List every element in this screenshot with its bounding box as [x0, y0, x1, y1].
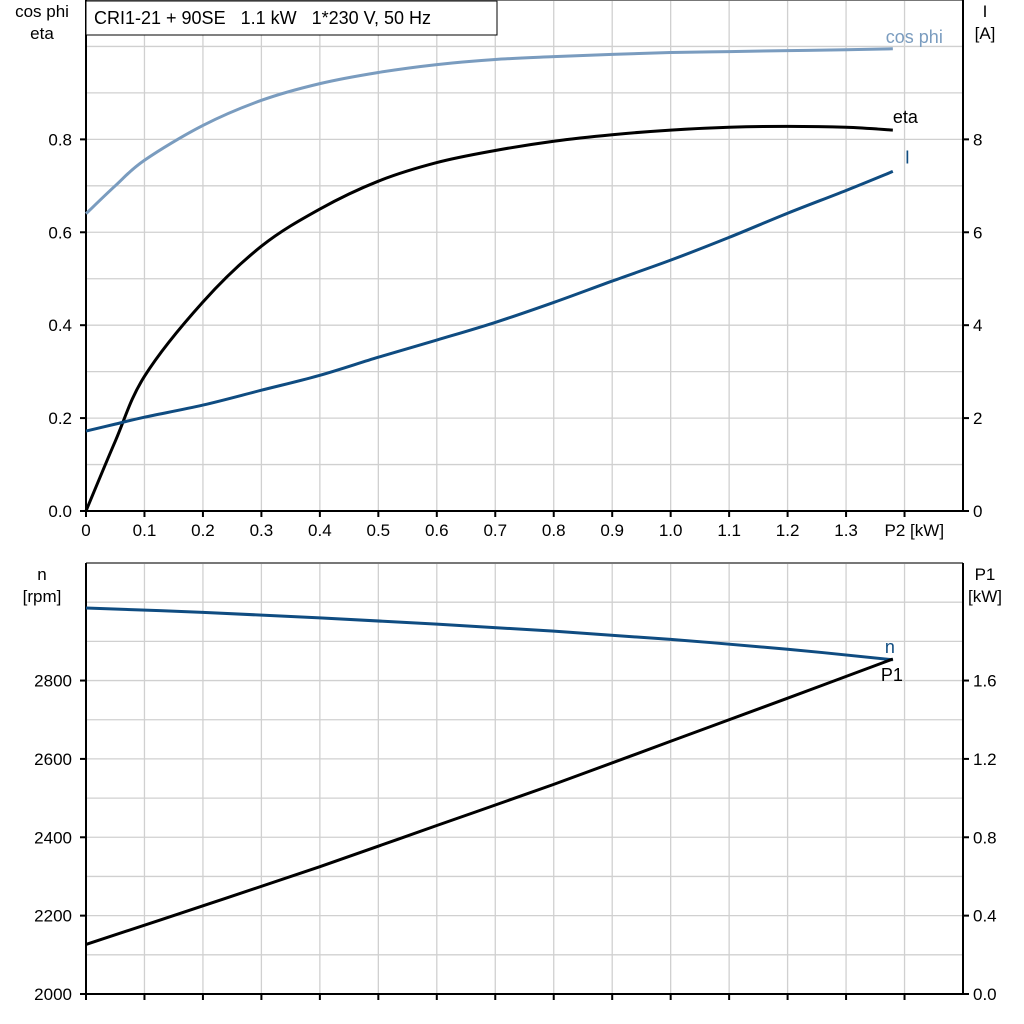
- x-tick-label: 0.2: [191, 521, 215, 540]
- x-axis-label: P2 [kW]: [885, 521, 945, 540]
- x-tick-label: 0.3: [250, 521, 274, 540]
- right-tick-label: 0.0: [973, 985, 997, 1004]
- left-tick-label: 2200: [34, 907, 72, 926]
- left-tick-label: 0.8: [48, 130, 72, 149]
- x-tick-label: 1.0: [659, 521, 683, 540]
- series-line-I: [85, 170, 894, 433]
- chart-title: CRI1-21 + 90SE 1.1 kW 1*230 V, 50 Hz: [94, 8, 431, 28]
- left-tick-label: 2000: [34, 985, 72, 1004]
- series-line-eta: [84, 124, 893, 512]
- x-tick-label: 1.3: [834, 521, 858, 540]
- right-tick-label: 0: [973, 502, 982, 521]
- x-tick-label: 0.7: [483, 521, 507, 540]
- series-line-cos-phi: [84, 47, 893, 215]
- left-axis-label: cos phi: [15, 2, 69, 21]
- right-axis-label: [A]: [975, 24, 996, 43]
- left-axis-label: [rpm]: [23, 587, 62, 606]
- x-tick-label: 1.1: [717, 521, 741, 540]
- right-tick-label: 4: [973, 316, 982, 335]
- series-label-n: n: [885, 637, 895, 657]
- series-label-P1: P1: [881, 665, 903, 685]
- right-tick-label: 2: [973, 409, 982, 428]
- series-label-eta: eta: [893, 107, 919, 127]
- series-label-I: I: [905, 147, 910, 167]
- right-tick-label: 1.2: [973, 750, 997, 769]
- x-tick-label: 0.5: [367, 521, 391, 540]
- x-tick-label: 1.2: [776, 521, 800, 540]
- right-axis-label: P1: [975, 565, 996, 584]
- x-tick-label: 0.9: [600, 521, 624, 540]
- x-tick-label: 0: [81, 521, 90, 540]
- right-tick-label: 1.6: [973, 672, 997, 691]
- left-tick-label: 0.6: [48, 223, 72, 242]
- left-tick-label: 2600: [34, 750, 72, 769]
- right-tick-label: 6: [973, 223, 982, 242]
- top-chart: 0.0 0.2 0.4 0.6 0.8 0 2 4 6 8 cos phi eta I [A] 0 0.1 0.…: [15, 0, 995, 540]
- left-tick-label: 0.0: [48, 502, 72, 521]
- series-line-P1: [85, 657, 894, 946]
- left-tick-label: 0.2: [48, 409, 72, 428]
- x-tick-label: 0.6: [425, 521, 449, 540]
- bottom-chart: 2000 2200 2400 2600 2800 0.0 0.4 0.8 1.2 1.6 n [rpm…: [23, 562, 1002, 1004]
- left-tick-label: 2800: [34, 672, 72, 691]
- left-axis-label: eta: [30, 24, 54, 43]
- x-tick-label: 0.8: [542, 521, 566, 540]
- title-box: [85, 0, 498, 36]
- right-axis-label: I: [983, 2, 988, 21]
- right-tick-label: 8: [973, 130, 982, 149]
- left-axis-label: n: [37, 565, 46, 584]
- right-tick-label: 0.8: [973, 828, 997, 847]
- left-tick-label: 0.4: [48, 316, 72, 335]
- right-axis-label: [kW]: [968, 587, 1002, 606]
- x-tick-label: 0.1: [133, 521, 157, 540]
- x-tick-label: 0.4: [308, 521, 332, 540]
- series-line-n: [85, 606, 893, 662]
- left-tick-label: 2400: [34, 828, 72, 847]
- right-tick-label: 0.4: [973, 907, 997, 926]
- series-label-cos-phi: cos phi: [886, 27, 943, 47]
